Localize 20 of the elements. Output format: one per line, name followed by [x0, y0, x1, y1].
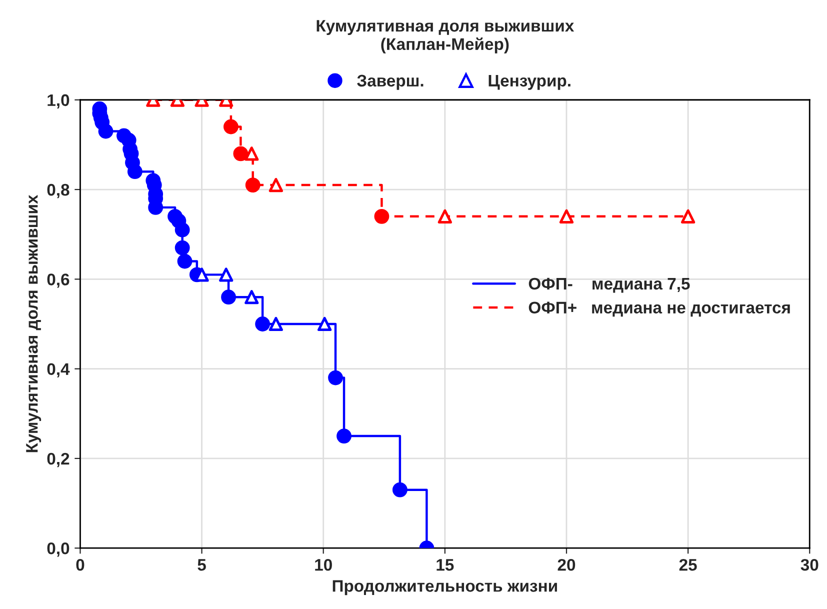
y-tick-label: 0,6: [47, 274, 70, 288]
y-tick-label: 0,8: [47, 184, 70, 198]
y-tick-label: 0,0: [47, 542, 70, 557]
x-tick-label: 15: [436, 559, 454, 571]
legend-label: ОФП- медиана 7,5: [528, 278, 690, 293]
legend-label: Заверш.: [357, 74, 424, 90]
y-tick-label: 0,4: [47, 363, 70, 378]
y-axis-title: Кумулятивная доля выживших: [26, 194, 42, 452]
chart-title: Кумулятивная доля выживших (Каплан-Мейер): [316, 20, 574, 54]
x-tick-label: 0: [76, 558, 84, 571]
x-tick-label: 30: [800, 558, 818, 571]
x-tick-label: 5: [198, 559, 206, 571]
x-tick-label: 10: [315, 558, 332, 571]
legend-label: ОФП+ медиана не достигается: [528, 302, 790, 317]
y-tick-label: 0,2: [47, 452, 70, 468]
x-axis-title: Продолжительность жизни: [332, 580, 557, 596]
y-tick-label: 1,0: [48, 94, 70, 108]
x-tick-label: 25: [679, 558, 697, 571]
legend-label: Цензурир.: [488, 74, 570, 90]
x-tick-label: 20: [558, 558, 576, 571]
